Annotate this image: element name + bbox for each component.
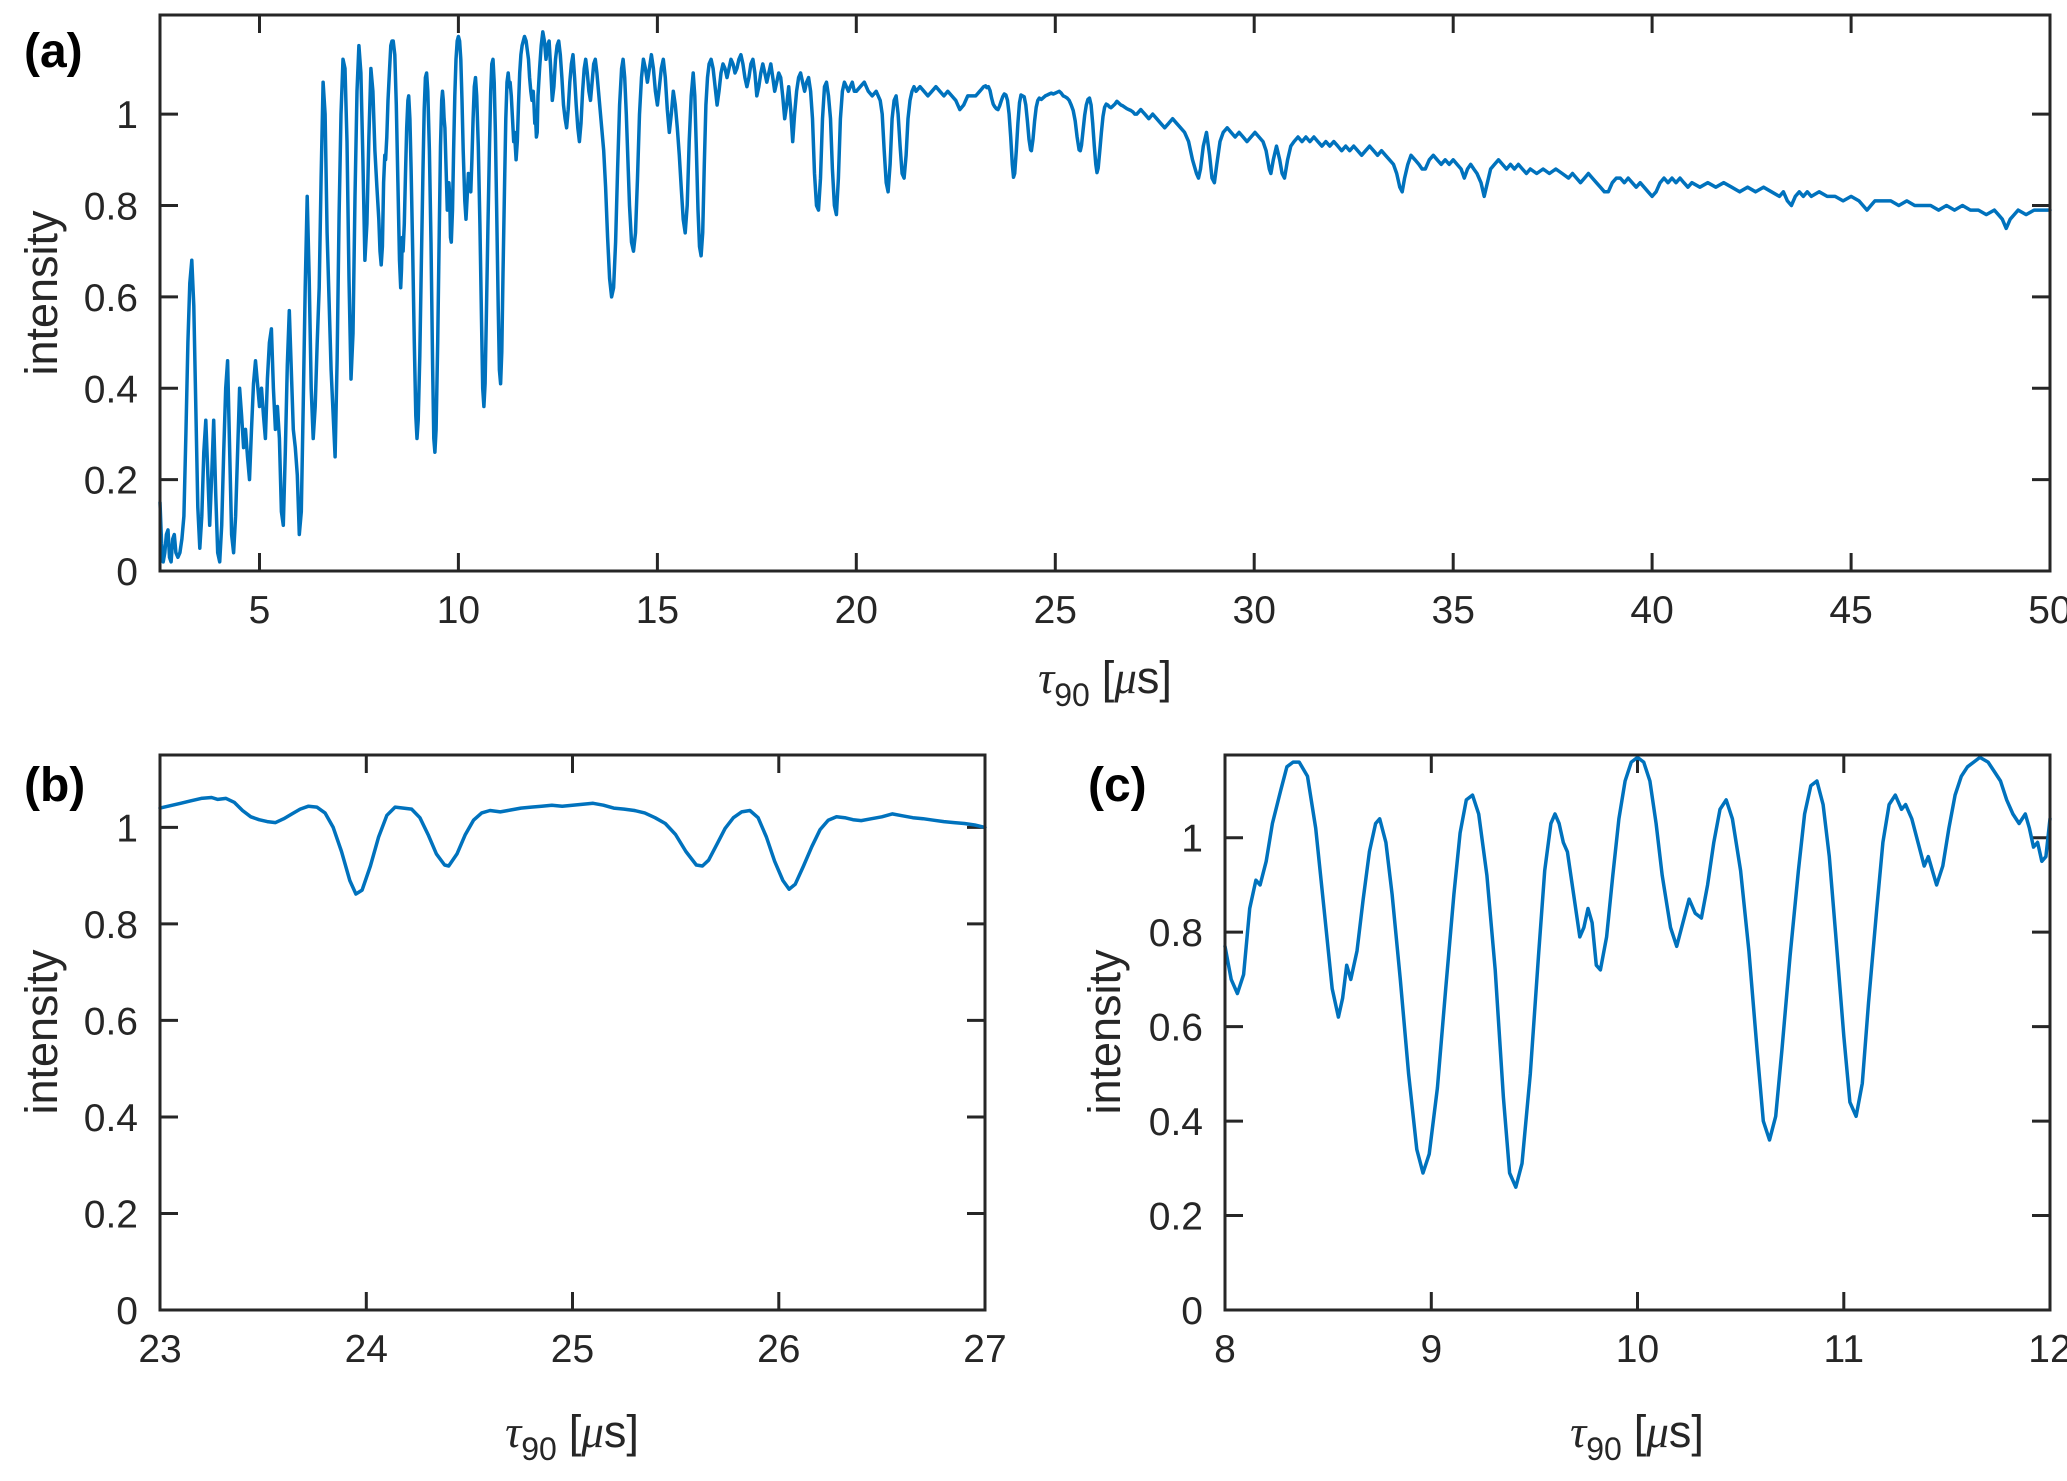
y-tick-label: 1	[1181, 818, 1203, 861]
y-axis-label-c: intensity	[1079, 949, 1130, 1115]
x-tick-label: 10	[1616, 1328, 1659, 1371]
y-tick-label: 0.2	[1149, 1196, 1203, 1239]
unit-close: s]	[603, 1406, 639, 1457]
unit-close: s]	[1668, 1406, 1704, 1457]
unit-open-bracket: [	[1101, 652, 1115, 703]
y-tick-label: 0.2	[84, 460, 138, 503]
y-tick-label: 0.8	[84, 904, 138, 947]
x-tick-label: 5	[249, 589, 271, 632]
panel-b-letter: (b)	[24, 759, 86, 812]
y-axis-label-a: intensity	[16, 210, 67, 376]
x-tick-label: 11	[1824, 1328, 1865, 1371]
mu-symbol: μ	[1646, 1407, 1669, 1457]
axes-frame	[1223, 753, 2052, 1312]
series-line	[1223, 755, 2052, 1189]
x-axis-label-c: τ90 [μs]	[1570, 1406, 1704, 1467]
y-tick-label: 1	[116, 807, 138, 850]
tau-subscript: 90	[1586, 1431, 1622, 1467]
y-tick-label: 0	[116, 551, 138, 594]
unit-open-bracket: [	[568, 1406, 582, 1457]
mu-symbol: μ	[581, 1407, 604, 1457]
y-tick-label: 0.6	[84, 1000, 138, 1043]
x-tick-label: 27	[963, 1328, 1006, 1371]
y-tick-label: 0	[116, 1290, 138, 1333]
x-tick-label: 10	[437, 589, 480, 632]
x-tick-label: 35	[1432, 589, 1475, 632]
x-axis-label-a: τ90 [μs]	[1038, 652, 1172, 713]
y-tick-label: 0.4	[84, 1097, 138, 1140]
x-tick-label: 25	[1034, 589, 1077, 632]
unit-close: s]	[1136, 652, 1172, 703]
x-tick-label: 40	[1630, 589, 1673, 632]
axis-ticks	[158, 755, 987, 1312]
plot-panel-a: 5 10 15 20 25 30 35 40 45 50 0 0.2 0.4 0.6 0.8 1	[84, 13, 2067, 632]
x-tick-label: 30	[1233, 589, 1276, 632]
x-tick-label: 50	[2028, 589, 2067, 632]
y-tick-label: 0.8	[84, 186, 138, 229]
series-line	[158, 795, 987, 896]
tau-symbol: τ	[505, 1407, 522, 1457]
tau-symbol: τ	[1038, 653, 1055, 703]
unit-open-bracket: [	[1633, 1406, 1647, 1457]
plot-panel-c: 8 9 10 11 12 0 0.2 0.4 0.6 0.8 1	[1149, 753, 2067, 1371]
axes-frame	[158, 753, 987, 1312]
y-tick-label: 0.8	[1149, 912, 1203, 955]
panel-c-letter: (c)	[1088, 759, 1147, 812]
y-axis-label-b: intensity	[16, 949, 67, 1115]
y-tick-label: 0.6	[1149, 1007, 1203, 1050]
x-tick-label: 20	[835, 589, 878, 632]
x-tick-label: 15	[636, 589, 679, 632]
x-tick-label: 8	[1214, 1328, 1236, 1371]
x-tick-label: 25	[551, 1328, 594, 1371]
tau-subscript: 90	[521, 1431, 557, 1467]
x-axis-label-b: τ90 [μs]	[505, 1406, 639, 1467]
panel-a-letter: (a)	[24, 25, 83, 78]
y-tick-label: 0.6	[84, 277, 138, 320]
y-tick-label: 0	[1181, 1290, 1203, 1333]
x-tick-label: 23	[138, 1328, 181, 1371]
axes-frame	[158, 13, 2052, 573]
y-tick-label: 0.4	[1149, 1101, 1203, 1144]
mu-symbol: μ	[1114, 653, 1137, 703]
series-line	[158, 30, 2052, 564]
y-tick-label: 0.2	[84, 1194, 138, 1237]
x-tick-label: 45	[1829, 589, 1872, 632]
tau-subscript: 90	[1054, 677, 1090, 713]
y-tick-label: 1	[116, 94, 138, 137]
tau-symbol: τ	[1570, 1407, 1587, 1457]
x-tick-label: 9	[1420, 1328, 1442, 1371]
axis-ticks	[1223, 755, 2052, 1312]
x-tick-label: 24	[345, 1328, 388, 1371]
y-tick-label: 0.4	[84, 368, 138, 411]
x-tick-label: 26	[757, 1328, 800, 1371]
plot-panel-b: 23 24 25 26 27 0 0.2 0.4 0.6 0.8 1	[84, 753, 1007, 1371]
x-tick-label: 12	[2028, 1328, 2067, 1371]
